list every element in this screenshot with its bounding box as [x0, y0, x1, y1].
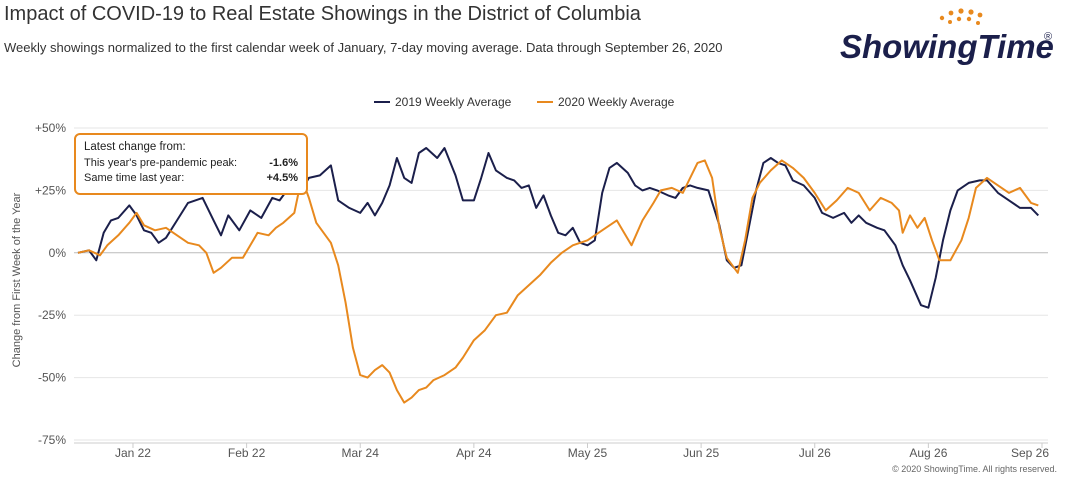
- callout-value-last-year: +4.5%: [266, 172, 299, 184]
- x-tick-label: Apr 24: [456, 446, 492, 460]
- callout-row-last-year: Same time last year: +4.5%: [84, 171, 298, 186]
- logo-dots-icon: [939, 8, 983, 25]
- showingtime-logo: ShowingTime ®: [840, 8, 1054, 65]
- callout-heading: Latest change from:: [84, 141, 186, 153]
- legend-item-2020[interactable]: 2020 Weekly Average: [537, 95, 675, 109]
- x-axis-ticks: Jan 22 Feb 22 Mar 24 Apr 24 May 25 Jun 25 Jul …: [74, 442, 1049, 460]
- x-tick-label: Jun 25: [683, 446, 719, 460]
- callout-label-last-year: Same time last year:: [84, 172, 185, 184]
- series-line-2019[interactable]: [77, 147, 1040, 309]
- x-tick-label: Jul 26: [799, 446, 831, 460]
- callout-label-peak: This year's pre-pandemic peak:: [84, 157, 238, 169]
- latest-change-callout: Latest change from: This year's pre-pand…: [74, 133, 308, 195]
- chart-title: Impact of COVID-19 to Real Estate Showin…: [4, 3, 641, 25]
- x-tick-label: Aug 26: [909, 446, 947, 460]
- y-axis-ticks: +50% +25% 0% -25% -50% -75%: [35, 121, 66, 447]
- x-tick-label: Jan 22: [115, 446, 151, 460]
- callout-row-peak: This year's pre-pandemic peak: -1.6%: [84, 156, 298, 171]
- x-tick-label: Mar 24: [342, 446, 380, 460]
- callout-value-peak: -1.6%: [269, 157, 298, 169]
- series-line-2020[interactable]: [77, 159, 1039, 404]
- legend-label-2019: 2019 Weekly Average: [395, 95, 512, 109]
- x-tick-label: Feb 22: [228, 446, 266, 460]
- copyright-notice: © 2020 ShowingTime. All rights reserved.: [892, 464, 1057, 474]
- x-tick-label: Sep 26: [1011, 446, 1049, 460]
- legend-item-2019[interactable]: 2019 Weekly Average: [374, 95, 512, 109]
- y-tick-label: +50%: [35, 121, 66, 135]
- y-tick-label: -50%: [38, 371, 66, 385]
- y-tick-label: 0%: [49, 246, 67, 260]
- y-tick-label: -25%: [38, 308, 66, 322]
- x-tick-label: May 25: [568, 446, 608, 460]
- legend-label-2020: 2020 Weekly Average: [558, 95, 675, 109]
- chart-subtitle: Weekly showings normalized to the first …: [4, 40, 723, 55]
- logo-wordmark: ShowingTime: [840, 28, 1054, 65]
- legend[interactable]: 2019 Weekly Average 2020 Weekly Average: [374, 95, 675, 109]
- logo-registered-mark: ®: [1044, 31, 1052, 43]
- y-axis-label: Change from First Week of the Year: [11, 192, 23, 367]
- y-tick-label: -75%: [38, 433, 66, 447]
- y-tick-label: +25%: [35, 183, 66, 197]
